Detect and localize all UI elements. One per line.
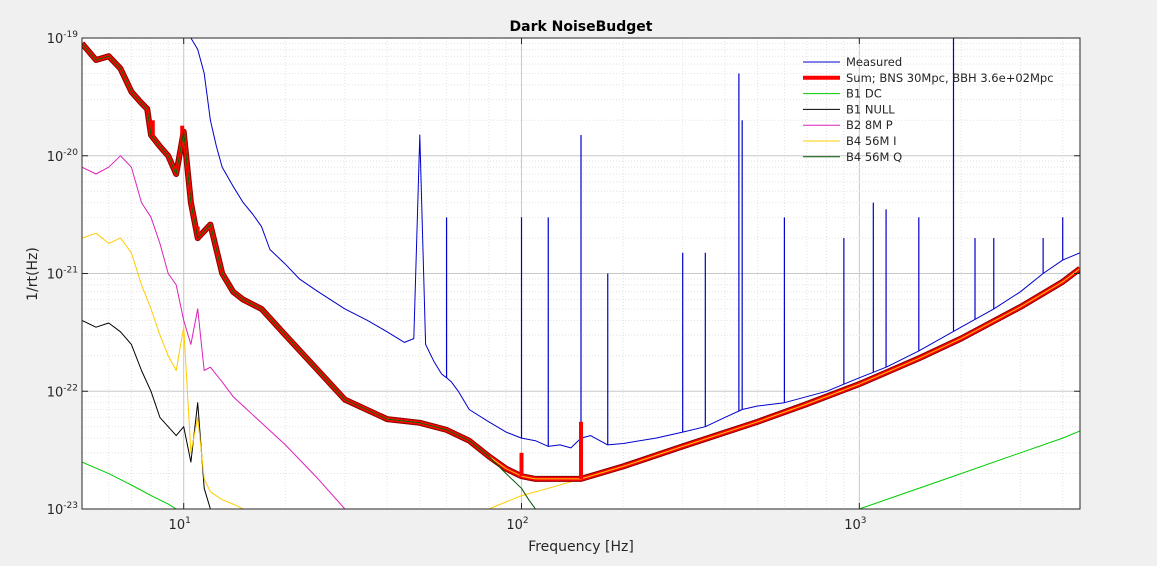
series-b2-8m-p-line bbox=[82, 155, 346, 509]
x-tick-label: 102 bbox=[506, 516, 528, 533]
legend-entry-b1-dc-label: B1 DC bbox=[846, 87, 882, 101]
y-tick-label: 10-22 bbox=[47, 383, 78, 400]
legend: Measured Sum; BNS 30Mpc, BBH 3.6e+02Mpc B1… bbox=[803, 55, 1054, 164]
x-tick-label: 101 bbox=[169, 516, 191, 533]
x-axis-label: Frequency [Hz] bbox=[528, 539, 634, 555]
chart-title: Dark NoiseBudget bbox=[510, 19, 653, 35]
legend-entry-b2-8m-p-label: B2 8M P bbox=[846, 118, 893, 132]
legend-entry-b4-56m-i-label: B4 56M I bbox=[846, 134, 896, 148]
series-b1-dc-line bbox=[82, 430, 1080, 509]
x-tick-label: 103 bbox=[844, 516, 866, 533]
series-b1-null-line bbox=[82, 319, 211, 509]
series-layer bbox=[82, 38, 1080, 509]
legend-entry-measured-label: Measured bbox=[846, 55, 902, 69]
series-measured-line bbox=[190, 38, 1080, 449]
axis-ticks: 101 102 103 10-23 10-22 10-21 10-20 10-19 bbox=[47, 30, 1080, 533]
legend-entry-sum-bns-30mpc-bbh-3-6e-02mpc-label: Sum; BNS 30Mpc, BBH 3.6e+02Mpc bbox=[846, 71, 1054, 85]
series-b4-56m-q-line bbox=[82, 43, 536, 509]
series-b4-56m-i-line bbox=[82, 232, 582, 509]
legend-entry-b1-null-label: B1 NULL bbox=[846, 102, 895, 116]
legend-entry-b4-56m-q-label: B4 56M Q bbox=[846, 150, 902, 164]
y-tick-label: 10-23 bbox=[47, 501, 78, 518]
y-tick-label: 10-21 bbox=[47, 266, 78, 283]
y-tick-label: 10-20 bbox=[47, 148, 79, 165]
y-tick-label: 10-19 bbox=[47, 30, 79, 47]
y-axis-label: 1/rt(Hz) bbox=[25, 247, 41, 301]
